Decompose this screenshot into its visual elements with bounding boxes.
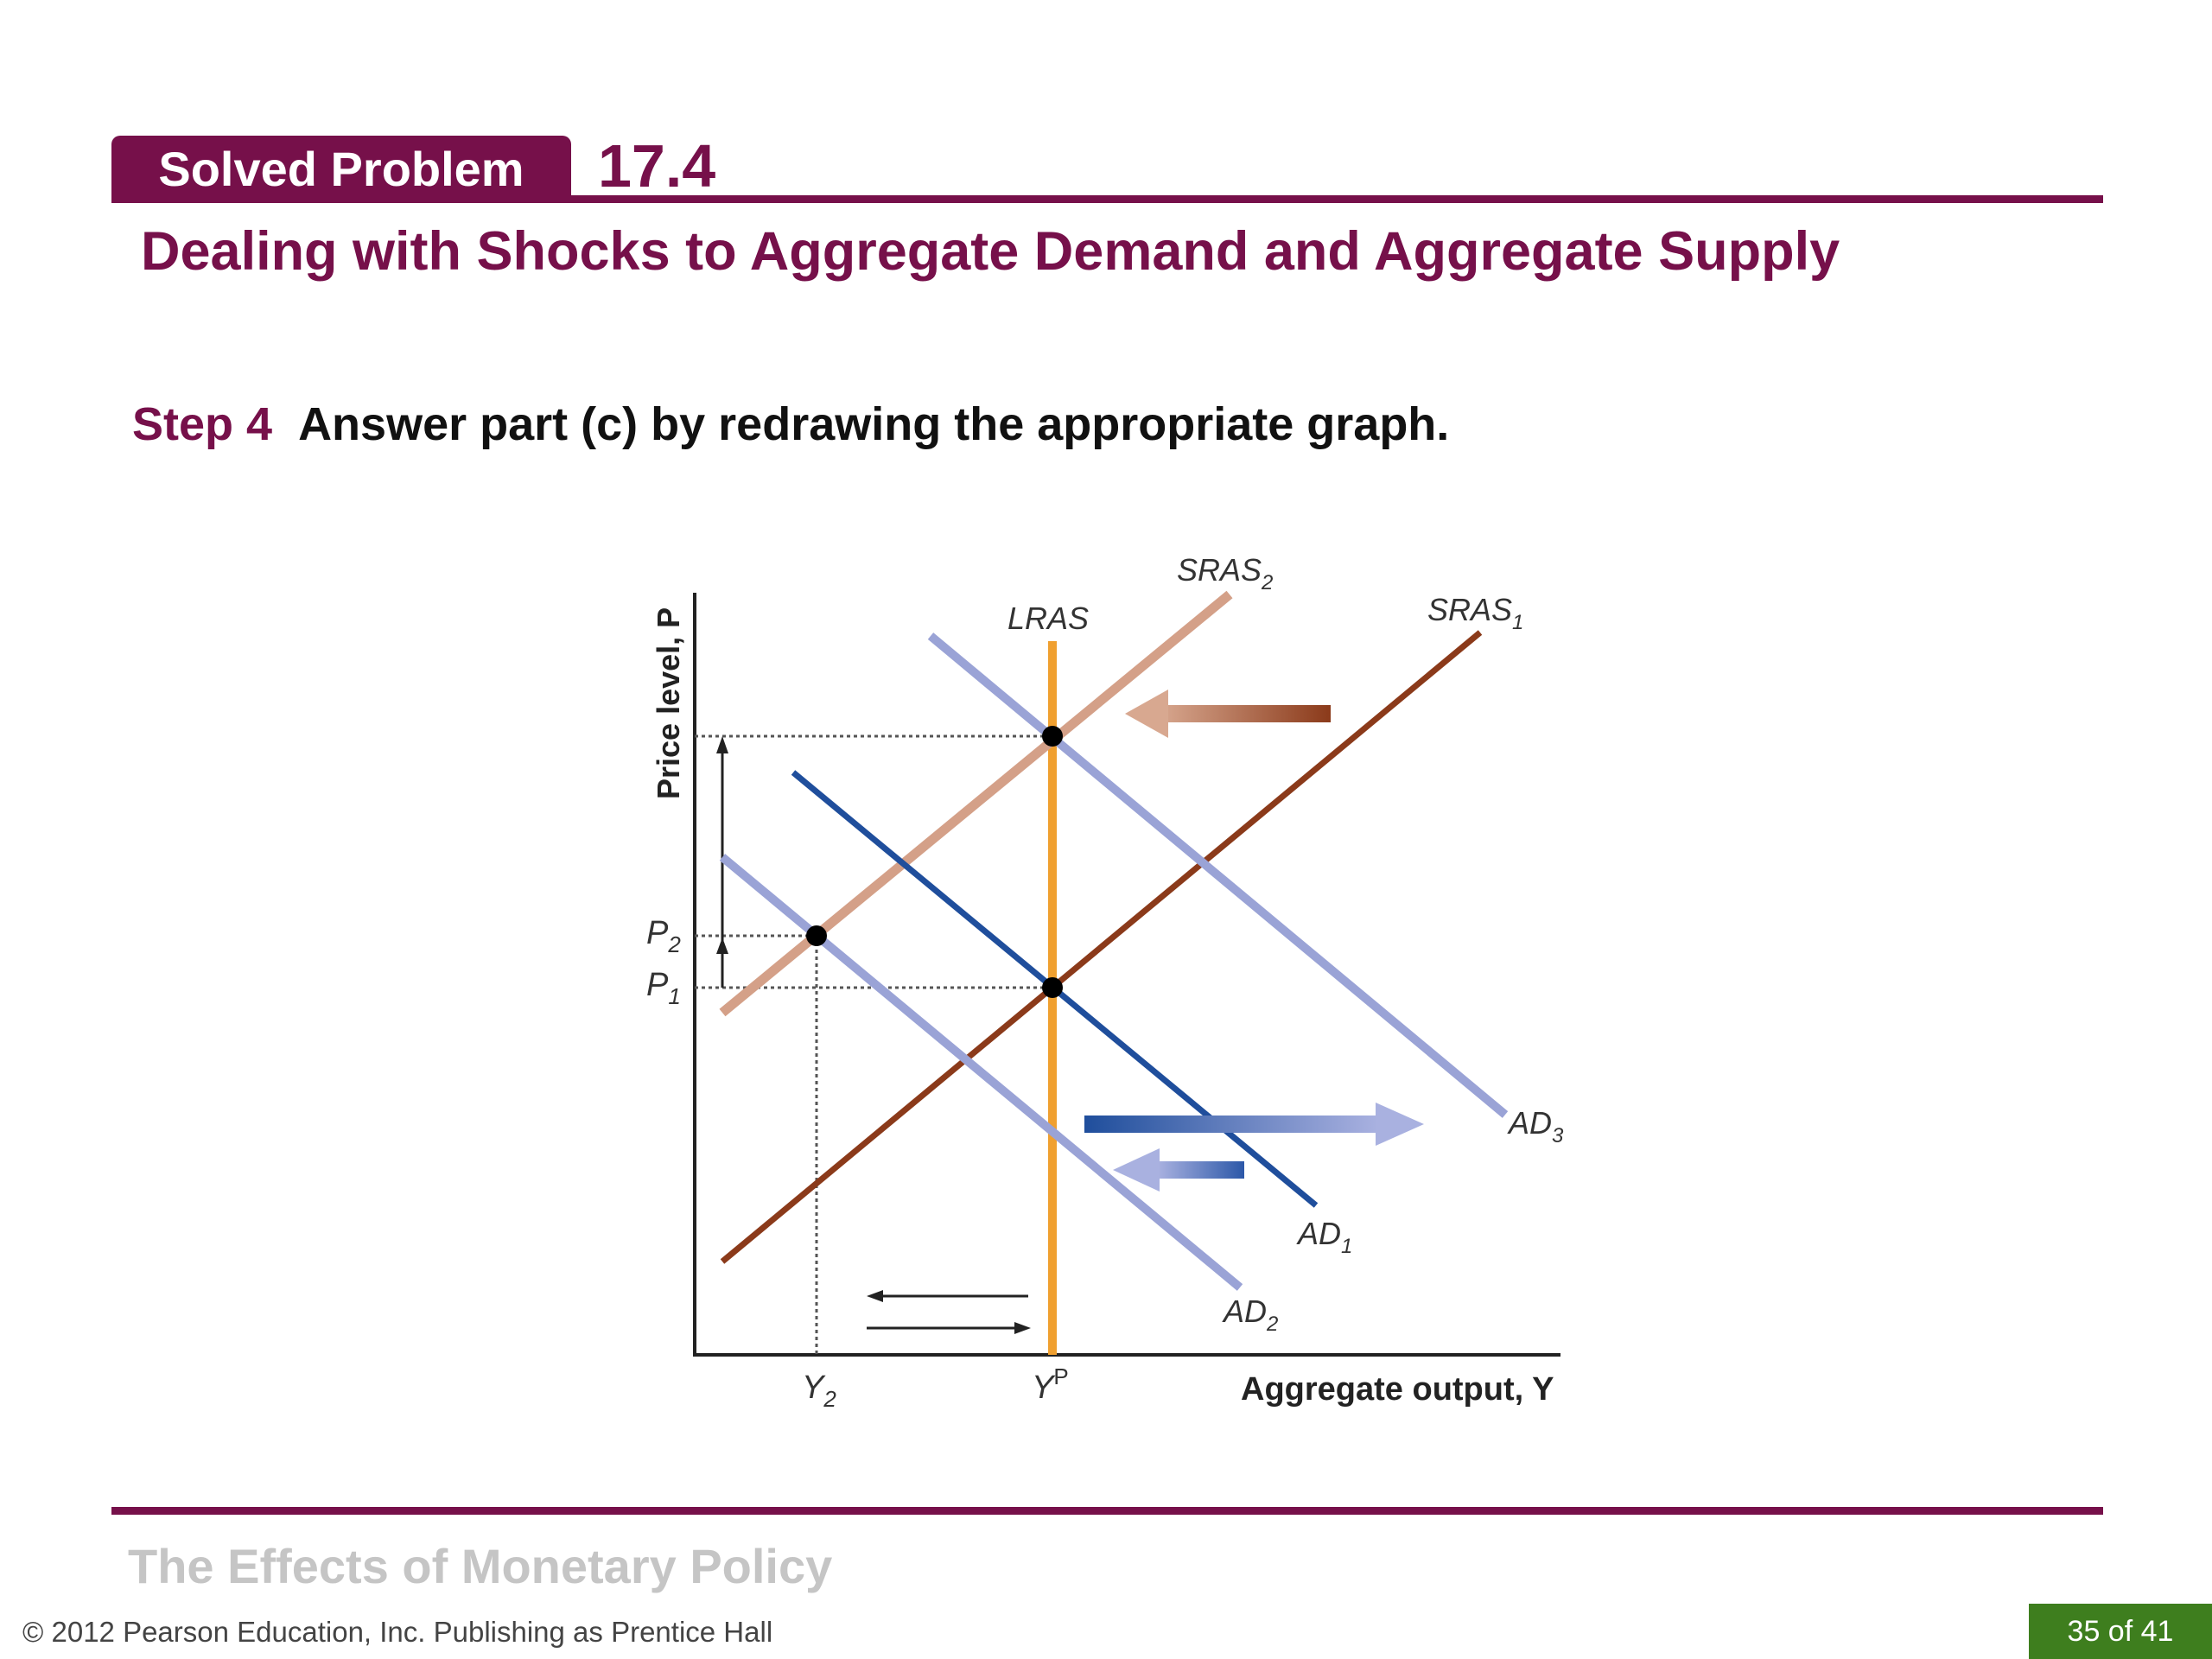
- output-increase-arrow: [867, 1322, 1031, 1334]
- ad2-curve: [719, 854, 1243, 1291]
- sras2-curve: [719, 590, 1233, 1017]
- y2-tick-sub: 2: [823, 1386, 836, 1412]
- slide-title: Dealing with Shocks to Aggregate Demand …: [141, 221, 1840, 282]
- y-axis-label: Price level, P: [651, 607, 686, 799]
- step-text: Answer part (c) by redrawing the appropr…: [298, 398, 1450, 450]
- ad-contraction-arrow: [1113, 1148, 1244, 1192]
- ad1-label-sub: 1: [1341, 1235, 1352, 1258]
- yp-tick-sup: P: [1053, 1363, 1068, 1389]
- sras-shift-arrow: [1125, 690, 1331, 738]
- yp-tick-base: Y: [1032, 1370, 1056, 1406]
- page-counter: 35 of 41: [2029, 1604, 2212, 1659]
- footer-title: The Effects of Monetary Policy: [128, 1539, 833, 1593]
- badge-label: Solved Problem: [158, 141, 524, 196]
- y2-tick-base: Y: [802, 1370, 826, 1406]
- ad2-label: AD2: [1222, 1294, 1278, 1336]
- header-rule: [111, 195, 2103, 203]
- sras1-curve: [720, 630, 1483, 1264]
- ad2-label-base: AD: [1222, 1294, 1267, 1329]
- p1-tick-sub: 1: [668, 983, 680, 1009]
- x-axis-label: Aggregate output, Y: [1241, 1371, 1554, 1408]
- footer-rule: [111, 1507, 2103, 1515]
- ad3-label-base: AD: [1507, 1105, 1552, 1141]
- y2-tick-label: Y2: [802, 1370, 836, 1412]
- problem-number: 17.4: [598, 132, 716, 200]
- ad3-label-sub: 3: [1552, 1124, 1564, 1147]
- p2-tick-sub: 2: [667, 931, 681, 957]
- output-decrease-arrow: [867, 1290, 1028, 1302]
- ad3-curve: [927, 632, 1509, 1118]
- solved-problem-badge: Solved Problem: [111, 136, 571, 201]
- sras2-label-base: SRAS: [1177, 552, 1262, 588]
- sras1-label-base: SRAS: [1427, 592, 1512, 627]
- copyright-text: © 2012 Pearson Education, Inc. Publishin…: [22, 1616, 773, 1648]
- step-instruction: Step 4 Answer part (c) by redrawing the a…: [132, 397, 1449, 451]
- equilibrium-point-p2: [806, 925, 827, 946]
- sras1-label: SRAS1: [1427, 592, 1523, 634]
- step-label: Step 4: [132, 398, 273, 450]
- sras1-label-sub: 1: [1512, 611, 1523, 634]
- ad3-label: AD3: [1507, 1105, 1564, 1147]
- page-counter-text: 35 of 41: [2067, 1614, 2174, 1648]
- ad2-label-sub: 2: [1266, 1313, 1278, 1336]
- lras-label: LRAS: [1007, 601, 1089, 636]
- ad1-label: AD1: [1296, 1216, 1352, 1258]
- p1-tick-base: P: [646, 967, 669, 1003]
- p2-tick-base: P: [646, 915, 669, 951]
- p2-tick-label: P2: [646, 915, 681, 957]
- ad-expansion-arrow: [1084, 1103, 1424, 1146]
- equilibrium-point-p1: [1042, 977, 1063, 998]
- sras2-label-sub: 2: [1261, 571, 1273, 594]
- ad1-label-base: AD: [1296, 1216, 1341, 1251]
- sras2-label: SRAS2: [1177, 552, 1273, 594]
- yp-tick-label: YP: [1032, 1363, 1069, 1406]
- p1-tick-label: P1: [646, 967, 681, 1009]
- equilibrium-point-high: [1042, 726, 1063, 747]
- price-rise-arrow-small: [716, 938, 728, 988]
